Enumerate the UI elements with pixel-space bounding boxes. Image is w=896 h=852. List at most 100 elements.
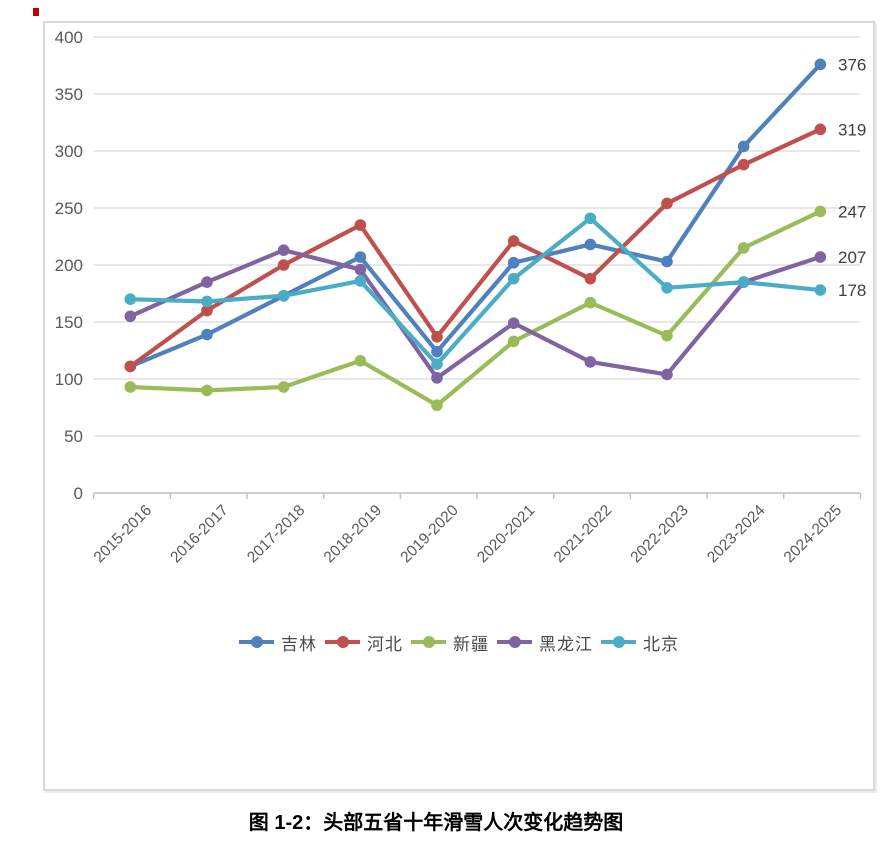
data-point-吉林	[737, 140, 750, 153]
legend-dot	[423, 636, 435, 648]
data-point-黑龙江	[354, 263, 367, 276]
x-axis-label: 2022-2023	[627, 502, 691, 566]
data-point-吉林	[431, 345, 443, 358]
legend-label: 黑龙江	[539, 634, 593, 654]
y-axis-label: 50	[64, 427, 83, 446]
legend-label: 北京	[643, 634, 679, 654]
data-label-黑龙江: 207	[838, 248, 866, 267]
data-point-黑龙江	[584, 356, 597, 368]
data-point-北京	[124, 293, 137, 306]
series-line-北京	[128, 216, 823, 367]
x-axis-label: 2019-2020	[397, 502, 462, 567]
data-point-河北	[124, 360, 137, 373]
data-point-河北	[814, 123, 827, 136]
y-axis-label: 300	[55, 142, 83, 161]
y-axis-label: 250	[55, 199, 83, 218]
y-axis-label: 0	[74, 484, 83, 503]
data-point-河北	[584, 272, 597, 285]
data-point-黑龙江	[277, 244, 290, 256]
data-point-黑龙江	[201, 276, 213, 288]
legend-marker-icon	[411, 636, 446, 648]
data-point-黑龙江	[814, 251, 827, 263]
data-point-北京	[661, 282, 673, 294]
data-point-吉林	[661, 255, 673, 268]
data-point-新疆	[201, 384, 213, 397]
data-point-河北	[737, 158, 750, 171]
data-label-新疆: 247	[838, 202, 866, 221]
data-label-吉林: 376	[838, 55, 866, 74]
data-point-吉林	[814, 58, 827, 71]
legend-label: 河北	[367, 634, 403, 654]
chart-frame: 0 50 100 150 200 250 300 350 400 2015-2016 2016-20…	[43, 21, 875, 791]
data-point-河北	[354, 219, 367, 231]
data-point-吉林	[584, 238, 597, 251]
y-axis-label: 350	[55, 85, 83, 104]
y-axis-label: 150	[55, 313, 83, 332]
series-line-黑龙江	[128, 248, 823, 380]
data-point-新疆	[661, 329, 673, 342]
data-point-吉林	[201, 328, 213, 341]
legend-marker-icon	[601, 636, 636, 648]
x-axis-label: 2016-2017	[167, 502, 231, 566]
legend-dot	[509, 636, 521, 648]
legend-item-新疆: 新疆	[411, 630, 489, 655]
series-line-河北	[128, 127, 823, 369]
figure-caption: 图 1-2：头部五省十年滑雪人次变化趋势图	[248, 812, 624, 834]
data-point-北京	[201, 295, 213, 308]
data-point-河北	[661, 197, 673, 210]
data-point-新疆	[354, 354, 367, 367]
x-axis-label: 2021-2022	[551, 502, 615, 566]
data-point-新疆	[584, 296, 597, 309]
legend-item-河北: 河北	[325, 630, 403, 655]
data-point-黑龙江	[431, 372, 443, 384]
chart-legend: 吉林 河北 新疆 黑龙江 北京	[45, 629, 873, 655]
y-axis-label: 100	[55, 370, 83, 389]
legend-item-北京: 北京	[601, 630, 679, 655]
legend-item-黑龙江: 黑龙江	[497, 630, 593, 655]
y-axis-label: 400	[55, 28, 83, 47]
data-point-黑龙江	[507, 317, 520, 329]
data-label-北京: 178	[838, 281, 866, 300]
legend-dot	[613, 636, 625, 648]
data-point-新疆	[507, 335, 520, 348]
data-point-北京	[584, 212, 597, 225]
legend-marker-icon	[497, 636, 532, 648]
data-label-河北: 319	[838, 120, 866, 139]
trend-chart: 0 50 100 150 200 250 300 350 400 2015-2016 2016-20…	[55, 28, 867, 567]
data-point-河北	[507, 235, 520, 247]
data-point-新疆	[277, 381, 290, 393]
y-axis-label: 200	[55, 256, 83, 275]
legend-dot	[251, 636, 263, 648]
x-axis-label: 2024-2025	[781, 502, 845, 566]
data-point-北京	[277, 289, 290, 302]
data-point-新疆	[814, 205, 827, 218]
data-point-新疆	[431, 399, 443, 412]
series-line-吉林	[128, 62, 823, 369]
data-point-新疆	[737, 242, 750, 254]
legend-item-吉林: 吉林	[239, 630, 317, 655]
data-point-北京	[431, 358, 443, 370]
data-point-黑龙江	[661, 368, 673, 381]
x-axis-label: 2018-2019	[321, 502, 385, 566]
data-point-北京	[354, 275, 367, 287]
data-point-河北	[277, 259, 290, 271]
data-point-黑龙江	[124, 310, 137, 323]
legend-label: 新疆	[453, 634, 489, 654]
data-point-河北	[201, 304, 213, 317]
data-point-河北	[431, 331, 443, 343]
legend-marker-icon	[325, 636, 360, 648]
data-point-吉林	[507, 256, 520, 269]
x-axis-label: 2017-2018	[244, 502, 308, 566]
data-point-吉林	[354, 251, 367, 263]
red-annotation-mark	[33, 8, 39, 16]
series-line-新疆	[128, 209, 823, 408]
data-point-北京	[737, 276, 750, 288]
x-axis-label: 2015-2016	[91, 502, 155, 566]
legend-marker-icon	[239, 636, 274, 648]
x-axis-label: 2023-2024	[704, 502, 769, 567]
legend-dot	[337, 636, 349, 648]
data-point-北京	[814, 284, 827, 296]
legend-label: 吉林	[281, 634, 317, 654]
data-point-新疆	[124, 381, 137, 393]
x-axis-label: 2020-2021	[474, 502, 538, 566]
